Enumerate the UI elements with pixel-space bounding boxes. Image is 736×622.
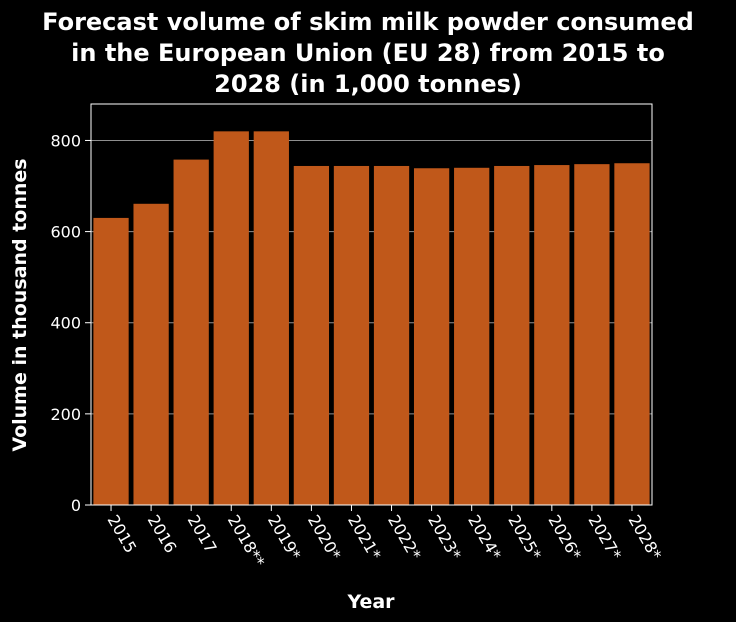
x-tick-label: 2021* [344,512,385,564]
bar [494,165,530,506]
y-tick-label: 600 [50,223,81,242]
bar [373,165,410,506]
y-tick-label: 400 [50,314,81,333]
chart-title-line-2: in the European Union (EU 28) from 2015 … [71,39,665,67]
bar [333,165,370,506]
plot-frame [90,103,653,506]
x-tick-label: 2025* [504,512,545,564]
bar [413,168,450,505]
x-tick-label: 2022* [384,512,425,564]
bar [93,217,129,505]
bar [253,131,289,505]
bar [614,163,650,505]
x-tick-label: 2023* [424,512,465,564]
y-axis-ticks: 0 200 400 600 800 [50,131,91,515]
bar [133,203,169,505]
x-axis-label: Year [346,591,395,613]
bar [213,131,249,505]
x-tick-label: 2024* [464,512,505,564]
chart-title-line-1: Forecast volume of skim milk powder cons… [42,8,694,36]
x-tick-label: 2017 [184,512,221,557]
bar [293,165,330,506]
y-tick-label: 0 [71,496,81,515]
bars [93,131,650,506]
x-tick-label: 2028* [625,512,666,564]
chart-title-line-3: 2028 (in 1,000 tonnes) [214,70,522,98]
bar [574,164,610,505]
x-tick-label: 2027* [584,512,625,564]
bar [454,167,490,505]
x-tick-label: 2016 [144,512,181,557]
bar [534,165,570,505]
x-tick-label: 2020* [304,512,345,564]
x-tick-label: 2026* [544,512,585,564]
x-tick-label: 2015 [104,512,141,557]
x-tick-label: 2019* [264,512,305,564]
y-tick-label: 800 [50,131,81,150]
y-tick-label: 200 [50,405,81,424]
x-axis-ticks: 2015 2016 2017 2018**2019* 2020* 2021* 2022* 20… [104,505,666,571]
x-tick-label: 2018** [224,512,269,571]
bar [173,159,209,505]
y-axis-label: Volume in thousand tonnes [9,158,31,451]
